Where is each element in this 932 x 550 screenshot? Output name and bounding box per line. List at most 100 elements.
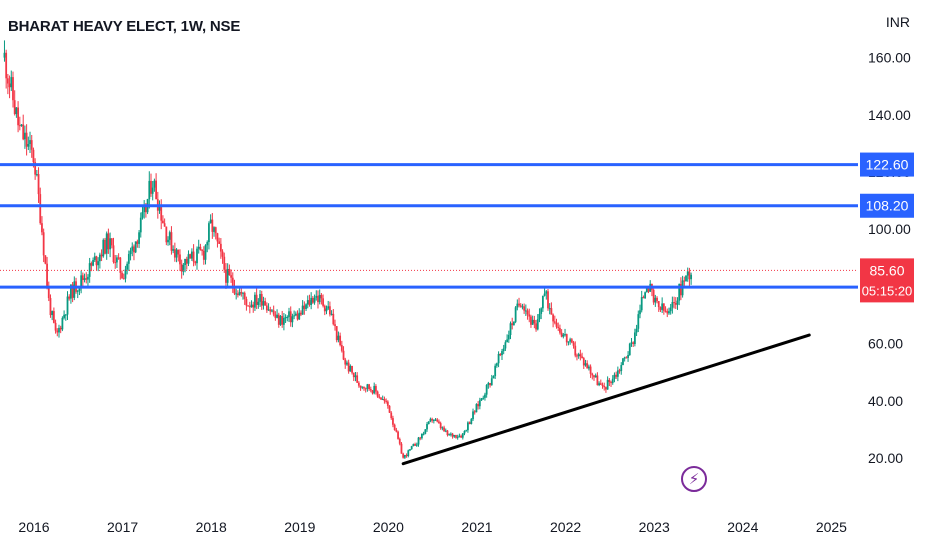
- candle-body: [150, 180, 152, 194]
- candle-body: [414, 444, 416, 446]
- candle-body: [136, 241, 139, 244]
- candle-body: [265, 305, 268, 311]
- candle-body: [378, 396, 381, 398]
- candle-body: [59, 327, 62, 330]
- candle-body: [318, 294, 321, 303]
- y-tick-label: 20.00: [868, 450, 903, 466]
- candle-body: [652, 289, 655, 303]
- candle-body: [490, 378, 493, 386]
- candle-body: [671, 302, 674, 308]
- candle-body: [432, 419, 435, 421]
- candle-body: [451, 433, 454, 437]
- candle-body: [589, 366, 592, 374]
- candle-body: [388, 405, 391, 413]
- candle-body: [303, 305, 306, 309]
- price-axis[interactable]: 20.0040.0060.0080.00100.00120.00140.0016…: [868, 50, 911, 466]
- candle-body: [570, 339, 573, 343]
- candle-body: [250, 304, 253, 308]
- candle-body: [444, 430, 447, 432]
- candle-body: [587, 366, 590, 369]
- candle-body: [196, 248, 198, 264]
- candle-body: [400, 443, 403, 454]
- candle-body: [495, 363, 498, 366]
- candle-body: [424, 429, 427, 434]
- candle-body: [340, 345, 343, 351]
- candle-body: [402, 453, 405, 458]
- candle-body: [155, 180, 158, 200]
- candle-body: [219, 243, 222, 252]
- candle-body: [443, 427, 445, 432]
- candle-body: [320, 294, 323, 299]
- candle-body: [182, 264, 185, 272]
- candle-body: [555, 322, 558, 327]
- candle-body: [385, 400, 388, 402]
- lightning-bolt-icon[interactable]: ⚡: [681, 466, 707, 492]
- trendline[interactable]: [401, 333, 811, 466]
- candle-body: [455, 434, 457, 438]
- candle-body: [499, 354, 502, 356]
- candle-body: [218, 241, 221, 244]
- x-tick-label: 2024: [727, 519, 758, 535]
- candle-body: [616, 370, 619, 377]
- candle-body: [291, 316, 294, 323]
- horizontal-levels[interactable]: [0, 163, 858, 289]
- candle-body: [168, 232, 171, 240]
- candle-body: [236, 293, 239, 296]
- candle-body: [80, 275, 83, 288]
- candle-body: [611, 378, 614, 384]
- candle-body: [661, 303, 664, 310]
- x-tick-label: 2025: [816, 519, 847, 535]
- candle-body: [160, 206, 163, 221]
- candle-body: [492, 376, 495, 379]
- candle-body: [383, 399, 386, 401]
- x-tick-label: 2021: [461, 519, 492, 535]
- candle-body: [5, 52, 8, 79]
- candle-body: [231, 277, 234, 287]
- candle-body: [255, 294, 258, 305]
- candle-body: [359, 385, 362, 388]
- candle-body: [354, 375, 357, 378]
- candle-body: [39, 194, 42, 224]
- candle-body: [647, 288, 650, 292]
- candle-body: [260, 294, 263, 306]
- candle-body: [337, 335, 340, 341]
- candle-body: [598, 383, 601, 386]
- candle-body: [286, 316, 289, 318]
- candle-body: [426, 424, 428, 430]
- candle-body: [593, 375, 595, 378]
- candle-body: [506, 339, 509, 343]
- candle-body: [530, 316, 532, 325]
- candle-body: [271, 310, 273, 312]
- y-tick-label: 60.00: [868, 336, 903, 352]
- candle-body: [477, 404, 480, 407]
- time-axis[interactable]: 2016 2017 2018 2019 2020 2021 2022 2023 2024 2025: [18, 519, 847, 535]
- candle-body: [330, 313, 333, 315]
- countdown-label: 05:15:20: [862, 283, 913, 298]
- candle-body: [225, 269, 227, 283]
- level-tag-bg: [860, 152, 914, 177]
- candle-body: [95, 256, 98, 266]
- candle-body: [279, 316, 282, 325]
- candle-body: [85, 278, 88, 280]
- candle-body: [209, 219, 212, 224]
- candle-body: [467, 422, 469, 431]
- candle-body: [632, 342, 635, 345]
- candle-body: [349, 365, 352, 372]
- candle-body: [8, 83, 11, 88]
- candle-body: [637, 314, 640, 329]
- candle-body: [206, 242, 209, 246]
- candle-body: [436, 419, 439, 422]
- candle-body: [27, 144, 30, 147]
- candle-body: [683, 280, 686, 282]
- last-price-tag-bg: [860, 258, 914, 303]
- candle-body: [112, 245, 115, 263]
- candle-body: [247, 305, 250, 307]
- candle-body: [664, 310, 667, 312]
- candle-body: [417, 437, 420, 445]
- candle-body: [364, 388, 367, 390]
- candle-body: [221, 251, 224, 257]
- candle-body: [552, 314, 555, 322]
- candle-body: [34, 162, 37, 175]
- candle-body: [24, 132, 26, 140]
